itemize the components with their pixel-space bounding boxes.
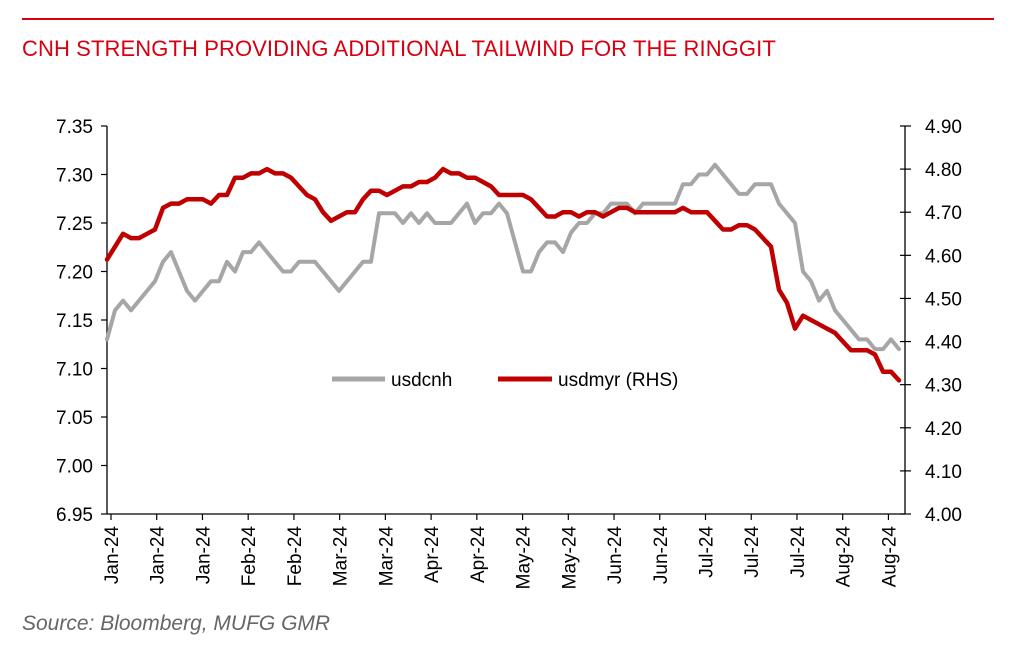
- x-tick-label: Jul-24: [742, 526, 763, 578]
- right-tick-label: 4.20: [925, 419, 962, 440]
- legend-label-usdmyr: usdmyr (RHS): [558, 370, 678, 391]
- x-tick-label: Jan-24: [148, 526, 169, 585]
- left-axis-ticks: 7.35 7.30 7.25 7.20 7.15 7.10 7.05 7.00 6.95: [56, 117, 107, 526]
- x-axis-ticks: Jan-24 Jan-24 Jan-24 Feb-24 Feb-24 Mar-24 Mar-…: [102, 514, 900, 589]
- x-tick-label: Aug-24: [879, 526, 900, 588]
- x-tick-label: Aug-24: [834, 526, 855, 588]
- series-line-usdcnh: [105, 162, 901, 352]
- source-note: Source: Bloomberg, MUFG GMR: [22, 612, 331, 635]
- legend-label-usdcnh: usdcnh: [391, 370, 452, 391]
- left-tick-label: 7.25: [56, 214, 93, 235]
- x-tick-label: Feb-24: [285, 526, 306, 587]
- axes: [106, 126, 906, 515]
- x-tick-label: Jan-24: [193, 526, 214, 585]
- x-tick-label: Jul-24: [696, 526, 717, 578]
- right-axis-ticks: 4.90 4.80 4.70 4.60 4.50 4.40 4.30 4.20 4.10 4.00: [900, 117, 962, 526]
- right-tick-label: 4.10: [925, 462, 962, 483]
- series-lines: [104, 162, 902, 383]
- right-tick-label: 4.70: [925, 203, 962, 224]
- x-tick-label: Feb-24: [239, 526, 260, 587]
- x-tick-label: Jun-24: [605, 526, 626, 585]
- left-tick-label: 7.15: [56, 311, 93, 332]
- left-tick-label: 7.05: [56, 408, 93, 429]
- left-tick-label: 7.00: [56, 457, 93, 478]
- left-tick-label: 7.10: [56, 360, 93, 381]
- left-tick-label: 7.20: [56, 263, 93, 284]
- x-tick-label: Jan-24: [102, 526, 123, 585]
- x-tick-label: Jun-24: [651, 526, 672, 585]
- right-tick-label: 4.40: [925, 333, 962, 354]
- x-tick-label: May-24: [514, 526, 535, 590]
- series-line-usdmyr: [104, 166, 902, 383]
- x-tick-label: May-24: [559, 526, 580, 590]
- x-tick-label: Jul-24: [788, 526, 809, 578]
- left-tick-label: 6.95: [56, 505, 93, 526]
- right-tick-label: 4.60: [925, 246, 962, 267]
- right-tick-label: 4.90: [925, 117, 962, 138]
- top-rule: [22, 18, 994, 20]
- left-tick-label: 7.30: [56, 166, 93, 187]
- left-tick-label: 7.35: [56, 117, 93, 138]
- right-tick-label: 4.50: [925, 289, 962, 310]
- x-tick-label: Apr-24: [422, 526, 443, 583]
- right-tick-label: 4.80: [925, 160, 962, 181]
- x-tick-label: Mar-24: [331, 526, 352, 587]
- x-tick-label: Apr-24: [468, 526, 489, 583]
- legend: usdcnh usdmyr (RHS): [332, 370, 678, 391]
- right-tick-label: 4.00: [925, 505, 962, 526]
- x-tick-label: Mar-24: [376, 526, 397, 587]
- chart-title: CNH STRENGTH PROVIDING ADDITIONAL TAILWI…: [22, 36, 776, 61]
- right-tick-label: 4.30: [925, 376, 962, 397]
